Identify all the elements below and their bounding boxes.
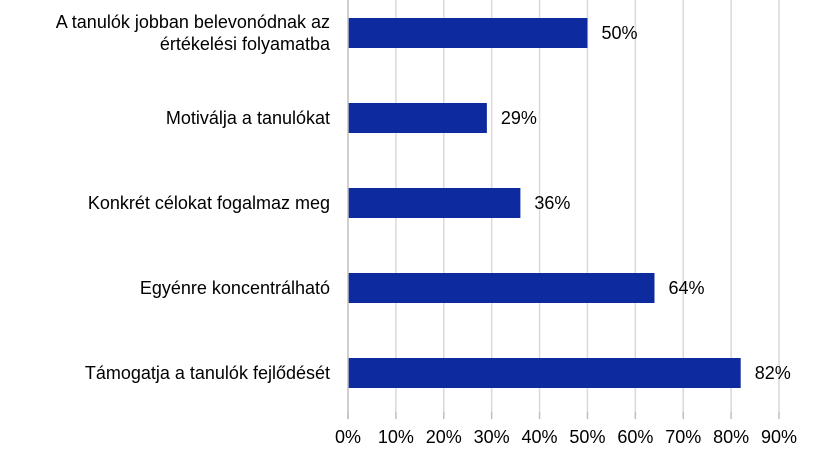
x-tick-label: 90% xyxy=(761,427,797,447)
bar xyxy=(348,188,521,218)
x-tick-label: 80% xyxy=(713,427,749,447)
gridlines xyxy=(395,0,780,412)
data-label: 29% xyxy=(501,108,537,128)
bar xyxy=(348,273,655,303)
x-tick-label: 40% xyxy=(522,427,558,447)
data-label: 64% xyxy=(668,278,704,298)
data-label: 36% xyxy=(534,193,570,213)
bar xyxy=(348,103,487,133)
x-tick-label: 50% xyxy=(569,427,605,447)
x-tick-label: 10% xyxy=(378,427,414,447)
labels: 0% 10% 20% 30% 40% 50% 60% 70% 80% 90% 50% A tanuló… xyxy=(56,12,797,447)
bar xyxy=(348,358,741,388)
x-tick-label: 70% xyxy=(665,427,701,447)
data-label: 50% xyxy=(601,23,637,43)
x-tick-label: 0% xyxy=(335,427,361,447)
category-label: Motiválja a tanulókat xyxy=(166,108,330,128)
x-tick-label: 60% xyxy=(617,427,653,447)
x-tick-label: 30% xyxy=(474,427,510,447)
bar xyxy=(348,18,588,48)
category-label: Egyénre koncentrálható xyxy=(140,278,330,298)
axes xyxy=(347,0,780,419)
category-label: Támogatja a tanulók fejlődését xyxy=(85,363,330,383)
data-label: 82% xyxy=(755,363,791,383)
x-tick-label: 20% xyxy=(426,427,462,447)
bars xyxy=(348,18,741,388)
category-label: A tanulók jobban belevonódnak az értékelé… xyxy=(56,12,331,54)
category-label: Konkrét célokat fogalmaz meg xyxy=(88,193,330,213)
